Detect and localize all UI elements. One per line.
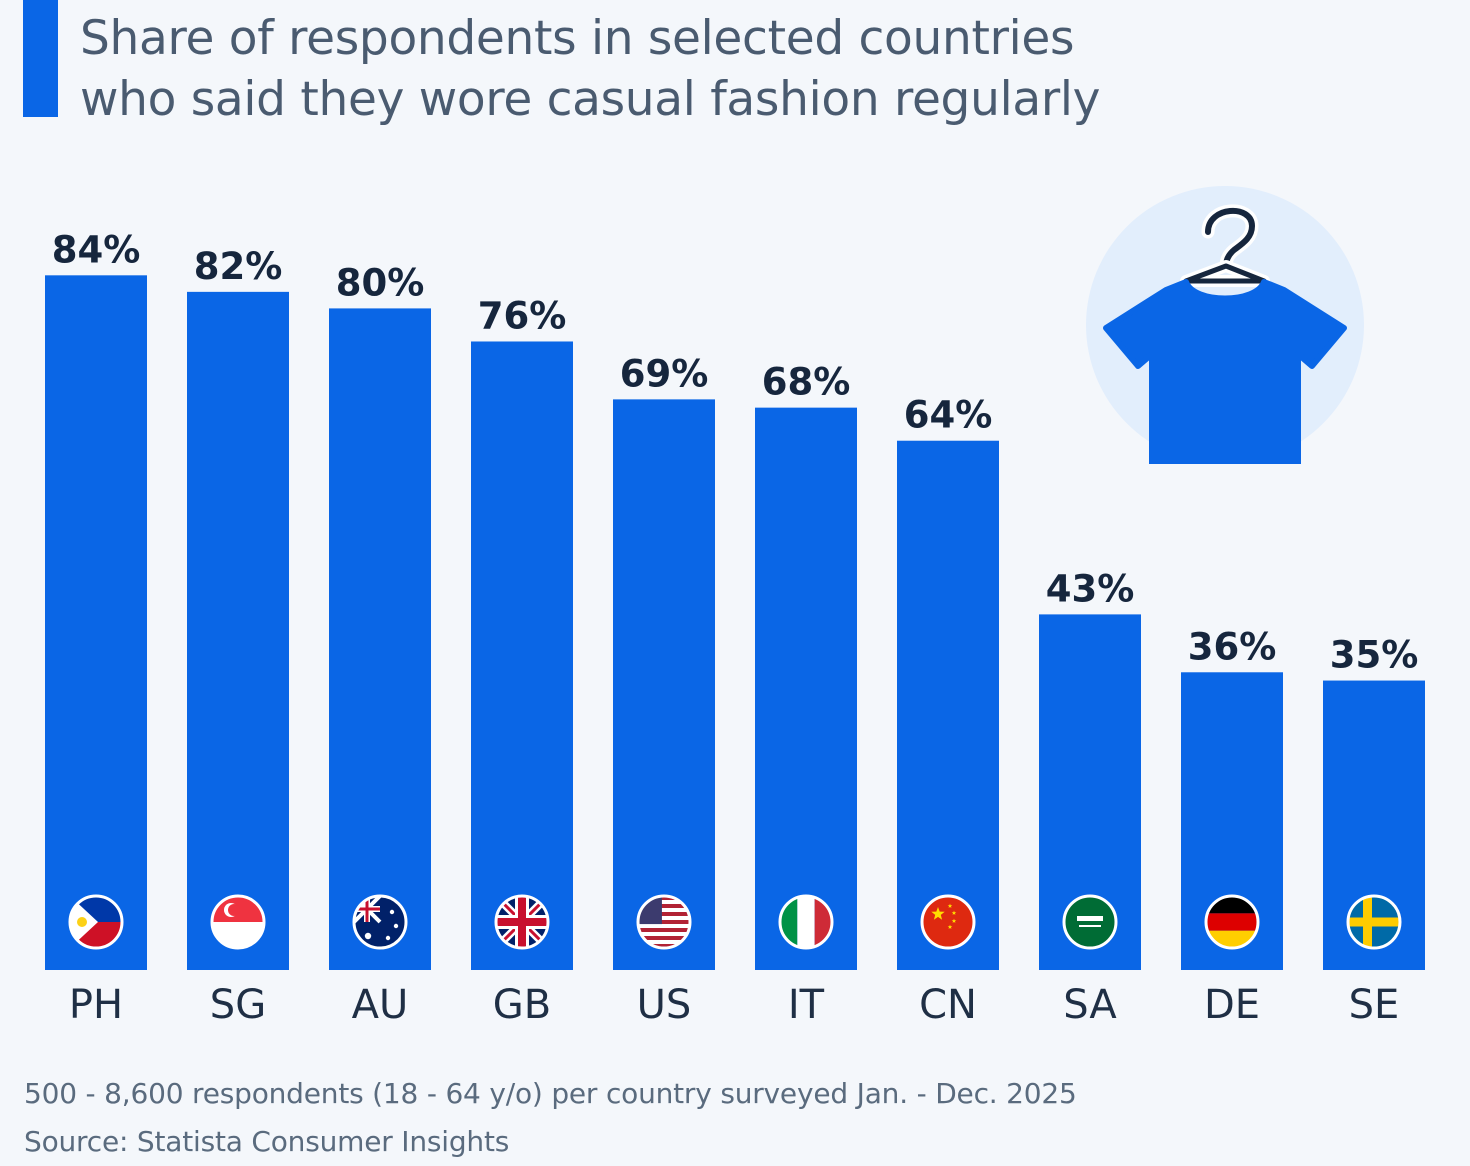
category-label-it: IT <box>788 982 825 1028</box>
bar-sg <box>187 291 289 970</box>
chart-title-line-2: who said they wore casual fashion regula… <box>80 72 1101 127</box>
bar-cn <box>897 440 999 971</box>
data-label-se: 35% <box>1330 634 1419 677</box>
data-label-au: 80% <box>336 261 425 304</box>
data-label-us: 69% <box>620 352 709 395</box>
t-shirt-on-hanger-icon <box>1086 186 1364 464</box>
data-label-sg: 82% <box>194 245 283 288</box>
australia-flag-icon <box>352 894 408 950</box>
category-label-au: AU <box>352 982 409 1028</box>
data-label-it: 68% <box>762 361 851 404</box>
hanger-hook-outline <box>1205 208 1256 269</box>
data-label-cn: 64% <box>904 394 993 437</box>
bar-us <box>613 399 715 970</box>
category-label-sg: SG <box>210 982 266 1028</box>
germany-flag-icon <box>1204 894 1260 950</box>
category-label-ph: PH <box>69 982 123 1028</box>
singapore-flag-icon <box>210 894 266 950</box>
united-kingdom-flag-icon <box>494 894 550 950</box>
united-states-flag-icon <box>636 894 692 950</box>
bar-au <box>329 308 431 970</box>
hanger-bar-outline <box>1183 263 1267 284</box>
bar-gb <box>471 341 573 971</box>
bar-it <box>755 407 857 970</box>
title-accent-bar <box>23 0 58 117</box>
data-label-gb: 76% <box>478 294 567 337</box>
category-label-cn: CN <box>919 982 977 1028</box>
survey-note: 500 - 8,600 respondents (18 - 64 y/o) pe… <box>24 1077 1077 1110</box>
data-label-sa: 43% <box>1046 567 1135 610</box>
category-label-de: DE <box>1204 982 1260 1028</box>
category-label-sa: SA <box>1063 982 1117 1028</box>
chart-title: Share of respondents in selected countri… <box>80 8 1180 130</box>
bar-chart: 84% PH 82% SG 80% AU 76% GB 69% US 68% IT 64% CN 43% SA… <box>45 228 1425 1028</box>
source-note: Source: Statista Consumer Insights <box>24 1125 510 1158</box>
philippines-flag-icon <box>68 894 124 950</box>
bar-ph <box>45 275 147 970</box>
china-flag-icon <box>920 894 976 950</box>
data-label-de: 36% <box>1188 625 1277 668</box>
data-label-ph: 84% <box>52 228 141 271</box>
t-shirt-shape <box>1103 279 1347 464</box>
category-label-se: SE <box>1349 982 1400 1028</box>
category-label-gb: GB <box>493 982 551 1028</box>
italy-flag-icon <box>778 894 834 950</box>
sweden-flag-icon <box>1346 894 1402 950</box>
chart-title-line-1: Share of respondents in selected countri… <box>80 11 1075 66</box>
saudi-arabia-flag-icon <box>1062 894 1118 950</box>
category-label-us: US <box>637 982 692 1028</box>
